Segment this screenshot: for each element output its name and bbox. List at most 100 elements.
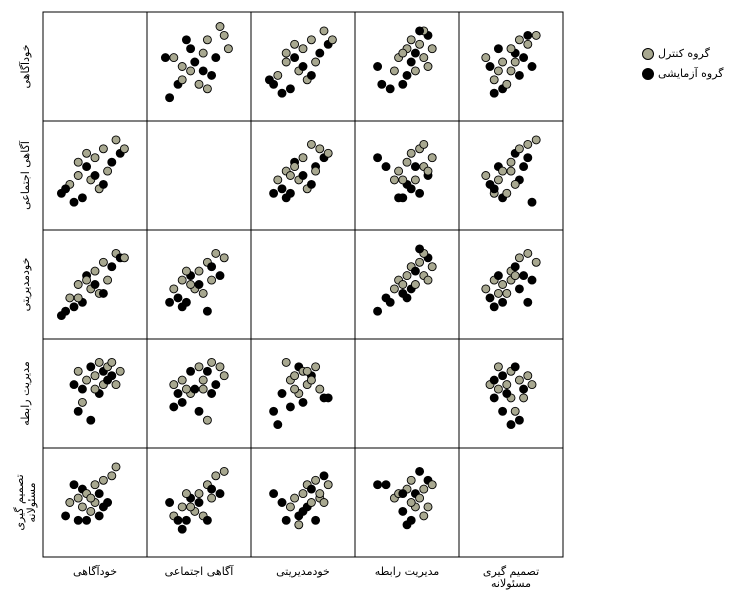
- data-point: [523, 297, 533, 307]
- data-point: [523, 248, 533, 258]
- data-point: [427, 480, 437, 490]
- data-point: [410, 280, 420, 289]
- data-point: [181, 489, 191, 499]
- data-point: [207, 357, 217, 367]
- panel-points-4-2: [269, 471, 333, 530]
- data-point: [285, 402, 295, 412]
- data-point: [510, 406, 520, 416]
- data-point: [523, 371, 533, 381]
- data-point: [311, 475, 321, 485]
- panel-points-2-3: [373, 244, 437, 316]
- data-point: [493, 44, 503, 54]
- data-point: [481, 171, 491, 180]
- data-point: [98, 257, 108, 267]
- data-point: [281, 357, 291, 367]
- data-point: [69, 480, 79, 490]
- data-point: [402, 520, 412, 530]
- data-point: [527, 62, 537, 71]
- data-point: [519, 393, 529, 403]
- data-point: [173, 389, 183, 398]
- data-point: [173, 515, 183, 525]
- data-point: [65, 293, 75, 303]
- panel-points-2-4: [481, 248, 541, 312]
- data-point: [94, 489, 104, 499]
- data-point: [323, 480, 333, 490]
- panel-points-1-0: [56, 135, 129, 207]
- data-point: [90, 280, 100, 289]
- x-variable-label: آگاهی اجتماعی: [165, 564, 235, 578]
- data-point: [298, 153, 308, 163]
- data-point: [493, 288, 503, 298]
- data-point: [107, 262, 117, 272]
- data-point: [381, 162, 391, 172]
- data-point: [498, 371, 508, 381]
- data-point: [398, 489, 408, 499]
- data-point: [219, 466, 229, 476]
- data-point: [398, 48, 408, 58]
- data-point: [489, 184, 499, 194]
- data-point: [519, 53, 529, 63]
- data-point: [531, 257, 541, 267]
- data-point: [56, 311, 66, 321]
- legend-item-control: گروه کنترل: [642, 46, 730, 66]
- data-point: [69, 197, 79, 207]
- data-point: [514, 284, 524, 294]
- data-point: [211, 380, 221, 390]
- data-point: [111, 135, 121, 145]
- panel-points-2-0: [56, 248, 129, 321]
- data-point: [103, 166, 113, 176]
- legend-item-experimental: گروه آزمایشی: [642, 66, 730, 86]
- panel-points-3-0: [69, 357, 125, 425]
- data-point: [489, 375, 499, 385]
- data-point: [419, 139, 429, 149]
- data-point: [107, 357, 117, 367]
- data-point: [194, 406, 204, 416]
- data-point: [177, 75, 187, 85]
- data-point: [281, 515, 291, 525]
- data-point: [98, 475, 108, 485]
- legend: گروه کنترل گروه آزمایشی: [642, 46, 730, 86]
- data-point: [306, 498, 316, 507]
- data-point: [527, 275, 537, 285]
- data-point: [427, 44, 437, 54]
- data-point: [73, 366, 83, 376]
- data-point: [82, 375, 92, 385]
- data-point: [202, 415, 212, 425]
- data-point: [306, 35, 316, 45]
- panel-points-4-1: [165, 466, 229, 534]
- data-point: [519, 271, 529, 281]
- data-point: [415, 257, 425, 267]
- data-point: [294, 520, 304, 530]
- data-point: [198, 288, 208, 298]
- experimental-marker-icon: [642, 68, 654, 80]
- x-variable-label: مسئولانه: [491, 577, 531, 590]
- data-point: [389, 284, 399, 294]
- data-point: [277, 498, 287, 507]
- data-point: [198, 375, 208, 385]
- data-point: [61, 511, 71, 521]
- data-point: [410, 266, 420, 276]
- data-point: [73, 493, 83, 503]
- data-point: [306, 70, 316, 80]
- data-point: [498, 406, 508, 416]
- panel-1-1: [146, 120, 252, 231]
- y-variable-label: آگاهی اجتماعی: [18, 140, 32, 210]
- data-point: [493, 271, 503, 281]
- data-point: [165, 498, 175, 507]
- data-point: [406, 148, 416, 158]
- data-point: [485, 293, 495, 303]
- data-point: [506, 166, 516, 176]
- data-point: [406, 57, 416, 67]
- data-point: [485, 62, 495, 71]
- data-point: [186, 502, 196, 512]
- data-point: [389, 175, 399, 185]
- data-point: [98, 179, 108, 189]
- data-point: [219, 253, 229, 263]
- data-point: [202, 35, 212, 45]
- data-point: [90, 384, 100, 394]
- data-point: [215, 22, 225, 31]
- y-variable-label: خودمدیریتی: [19, 258, 32, 312]
- data-point: [207, 70, 217, 80]
- data-point: [194, 362, 204, 372]
- data-point: [177, 62, 187, 71]
